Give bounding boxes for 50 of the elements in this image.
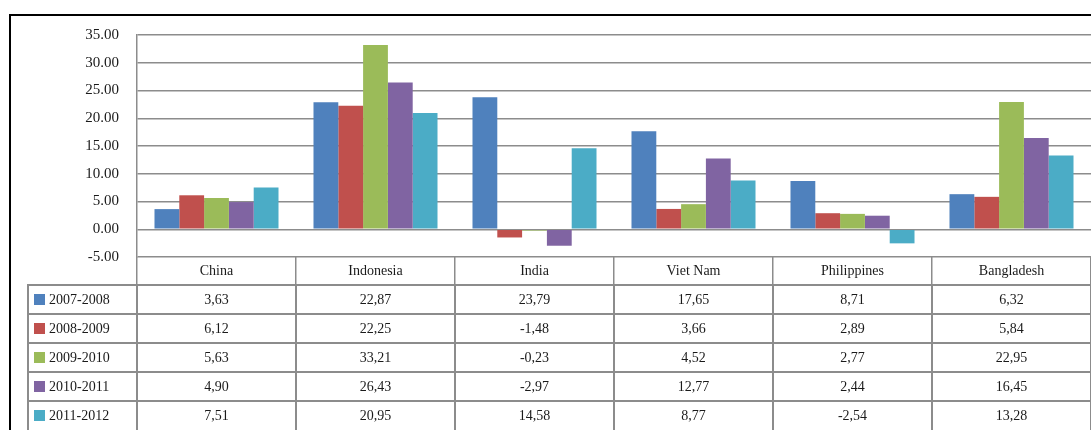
y-tick-label: 20.00 [85, 109, 119, 126]
y-tick-label: 15.00 [85, 136, 119, 153]
data-label: 5,84 [999, 321, 1024, 337]
x-tick-label: Viet Nam [666, 263, 721, 279]
y-tick-label: -5.00 [87, 247, 119, 264]
data-label: 2,89 [840, 321, 865, 337]
data-label: 6,12 [204, 321, 229, 337]
data-label: 3,66 [681, 321, 706, 337]
x-tick-label: India [520, 263, 550, 279]
data-label: 4,52 [681, 350, 706, 366]
data-label: 22,87 [359, 292, 392, 308]
data-label: 14,58 [518, 408, 551, 424]
x-tick-label: Philippines [820, 263, 885, 279]
data-label: 8,71 [840, 292, 865, 308]
data-label: -0,23 [519, 350, 550, 366]
y-tick-label: 0.00 [92, 220, 119, 237]
data-label: 2,77 [840, 350, 865, 366]
data-label: 7,51 [204, 408, 229, 424]
data-label: -2,97 [519, 379, 550, 395]
data-label: 26,43 [359, 379, 392, 395]
y-tick-label: 5.00 [92, 192, 119, 209]
y-tick-label: 25.00 [85, 81, 119, 98]
data-label: 16,45 [995, 379, 1028, 395]
x-tick-label: Bangladesh [978, 263, 1045, 279]
legend-label: 2010-2011 [49, 379, 110, 395]
x-tick-label: China [199, 263, 234, 279]
data-label: 23,79 [518, 292, 551, 308]
data-label: 2,44 [840, 379, 865, 395]
data-label: 4,90 [204, 379, 229, 395]
data-label: 22,25 [359, 321, 392, 337]
y-tick-label: 30.00 [85, 53, 119, 70]
x-tick-label: Indonesia [348, 263, 404, 279]
data-label: 3,63 [204, 292, 229, 308]
data-label: 8,77 [681, 408, 706, 424]
legend-label: 2011-2012 [49, 408, 110, 424]
data-label: 22,95 [995, 350, 1028, 366]
legend-label: 2008-2009 [49, 321, 110, 337]
data-label: 17,65 [677, 292, 710, 308]
y-tick-label: 10.00 [85, 164, 119, 181]
y-tick-label: 35.00 [85, 25, 119, 42]
legend-label: 2009-2010 [49, 350, 110, 366]
data-label: 6,32 [999, 292, 1024, 308]
data-label: -2,54 [837, 408, 868, 424]
data-label: 20,95 [359, 408, 392, 424]
data-label: 12,77 [677, 379, 710, 395]
legend-label: 2007-2008 [49, 292, 110, 308]
data-label: -1,48 [519, 321, 550, 337]
data-label: 13,28 [995, 408, 1028, 424]
data-label: 33,21 [359, 350, 392, 366]
data-label: 5,63 [204, 350, 229, 366]
